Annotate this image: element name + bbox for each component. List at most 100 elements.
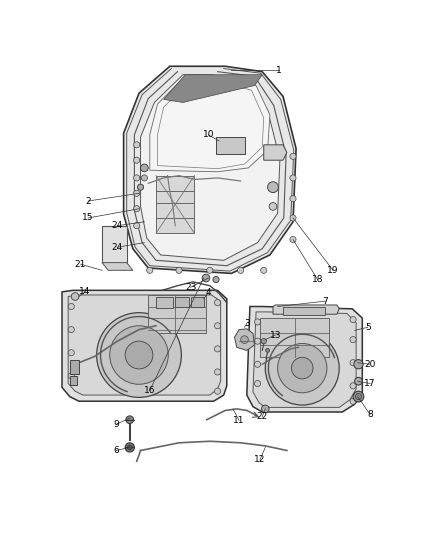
- Text: 2: 2: [85, 197, 91, 206]
- Polygon shape: [102, 263, 133, 270]
- Text: 12: 12: [254, 455, 265, 464]
- Circle shape: [354, 360, 363, 369]
- Bar: [283, 308, 325, 315]
- Circle shape: [71, 293, 79, 301]
- Text: 13: 13: [269, 330, 281, 340]
- Circle shape: [290, 215, 296, 221]
- Circle shape: [237, 267, 244, 273]
- Circle shape: [68, 350, 74, 356]
- Circle shape: [141, 175, 148, 181]
- Circle shape: [68, 303, 74, 310]
- Circle shape: [350, 383, 356, 389]
- Circle shape: [134, 175, 140, 181]
- Text: 5: 5: [365, 323, 371, 332]
- Circle shape: [261, 338, 266, 344]
- Circle shape: [134, 190, 140, 196]
- Bar: [175, 297, 189, 306]
- Text: 6: 6: [113, 446, 119, 455]
- Circle shape: [134, 157, 140, 163]
- Polygon shape: [247, 306, 362, 412]
- Text: 15: 15: [82, 213, 94, 222]
- Text: 19: 19: [327, 266, 339, 275]
- Circle shape: [138, 184, 144, 190]
- Circle shape: [350, 398, 356, 405]
- Polygon shape: [253, 312, 356, 407]
- Circle shape: [268, 182, 279, 192]
- Circle shape: [213, 277, 219, 282]
- Text: 18: 18: [312, 275, 323, 284]
- Polygon shape: [68, 295, 221, 395]
- Circle shape: [215, 369, 221, 375]
- Text: 22: 22: [257, 412, 268, 421]
- Circle shape: [290, 175, 296, 181]
- Circle shape: [278, 343, 327, 393]
- Circle shape: [355, 393, 361, 400]
- Text: 24: 24: [112, 243, 123, 252]
- Circle shape: [125, 341, 153, 369]
- Circle shape: [125, 443, 134, 452]
- Polygon shape: [164, 75, 262, 102]
- Polygon shape: [62, 290, 227, 401]
- Text: 9: 9: [113, 420, 119, 429]
- Bar: [70, 376, 78, 385]
- Polygon shape: [234, 329, 254, 350]
- Text: 8: 8: [367, 410, 373, 419]
- Circle shape: [350, 336, 356, 343]
- Circle shape: [110, 326, 168, 384]
- Circle shape: [202, 274, 210, 282]
- Bar: [156, 297, 173, 308]
- Circle shape: [353, 391, 364, 402]
- Polygon shape: [148, 295, 206, 334]
- Circle shape: [68, 327, 74, 333]
- Circle shape: [215, 322, 221, 329]
- Text: 3: 3: [244, 319, 250, 328]
- Circle shape: [68, 373, 74, 379]
- Circle shape: [147, 267, 153, 273]
- Circle shape: [266, 349, 269, 352]
- Polygon shape: [150, 76, 270, 172]
- Polygon shape: [141, 75, 280, 260]
- Circle shape: [350, 317, 356, 322]
- Circle shape: [290, 196, 296, 202]
- Circle shape: [261, 267, 267, 273]
- Text: 20: 20: [364, 360, 376, 369]
- Bar: [70, 360, 79, 374]
- Polygon shape: [260, 318, 329, 357]
- Circle shape: [127, 445, 132, 450]
- Bar: [216, 137, 245, 154]
- Circle shape: [265, 331, 339, 405]
- Text: 4: 4: [205, 288, 211, 297]
- Text: 7: 7: [322, 297, 328, 305]
- Polygon shape: [264, 145, 287, 160]
- Circle shape: [254, 319, 261, 325]
- Text: 23: 23: [185, 283, 196, 292]
- Text: 11: 11: [233, 416, 245, 425]
- Circle shape: [355, 377, 362, 385]
- Circle shape: [240, 336, 248, 343]
- Circle shape: [254, 361, 261, 367]
- Text: 21: 21: [75, 260, 86, 269]
- Circle shape: [134, 206, 140, 212]
- Circle shape: [176, 267, 182, 273]
- Circle shape: [254, 338, 261, 344]
- Polygon shape: [273, 305, 339, 314]
- Circle shape: [215, 346, 221, 352]
- Polygon shape: [156, 175, 194, 233]
- Circle shape: [97, 313, 181, 398]
- Circle shape: [126, 416, 134, 424]
- Text: 1: 1: [276, 66, 282, 75]
- Circle shape: [215, 388, 221, 394]
- Text: 10: 10: [202, 130, 214, 139]
- Circle shape: [215, 300, 221, 306]
- Circle shape: [134, 223, 140, 229]
- Circle shape: [290, 237, 296, 243]
- Circle shape: [261, 405, 269, 413]
- Text: 14: 14: [79, 287, 91, 296]
- Circle shape: [254, 381, 261, 386]
- Polygon shape: [124, 66, 296, 273]
- Circle shape: [269, 203, 277, 210]
- Circle shape: [134, 142, 140, 148]
- Polygon shape: [102, 225, 127, 263]
- Circle shape: [290, 154, 296, 159]
- Circle shape: [350, 360, 356, 366]
